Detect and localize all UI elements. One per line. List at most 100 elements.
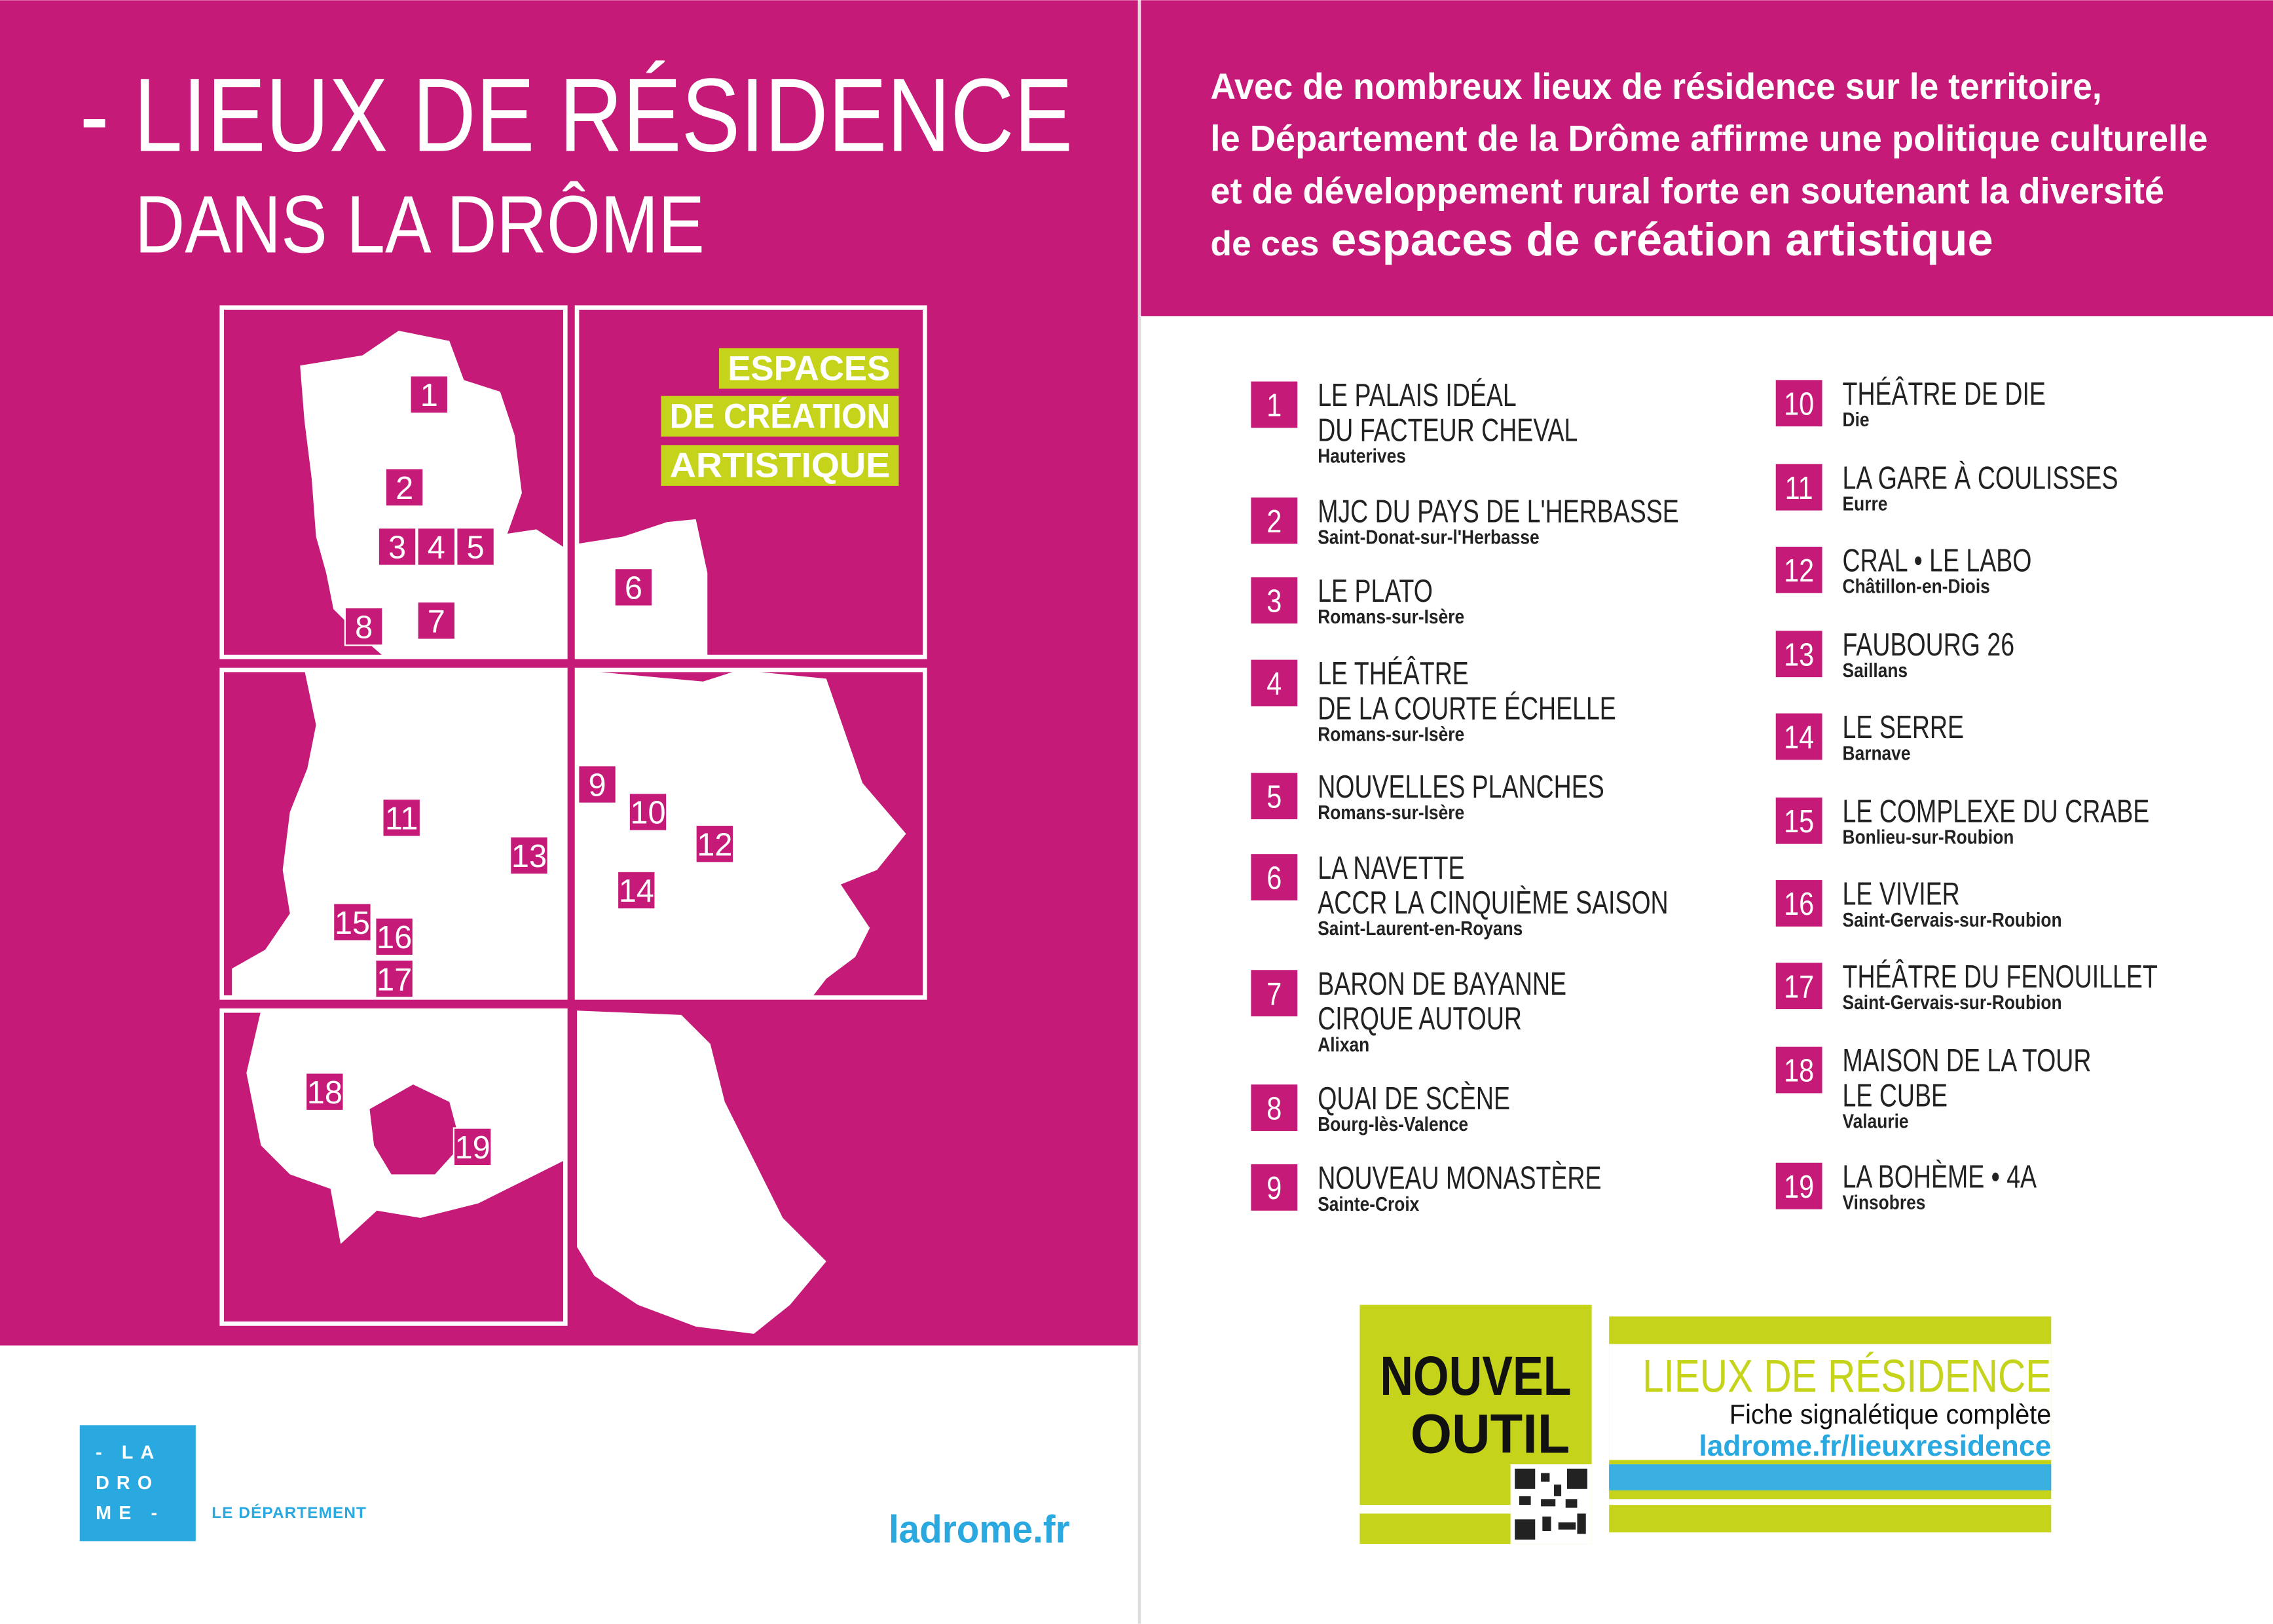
grid-cell	[219, 305, 568, 659]
intro-line: Avec de nombreux lieux de résidence sur …	[1210, 66, 2101, 107]
venue-number: 11	[1785, 470, 1813, 506]
promo-badge-text: NOUVEL	[1380, 1345, 1571, 1407]
venue-name: QUAI DE SCÈNE	[1318, 1080, 1510, 1116]
venue-number-box	[1775, 631, 1822, 678]
venue-town: Châtillon-en-Diois	[1843, 576, 1990, 598]
intro-line: et de développement rural forte en soute…	[1210, 170, 2164, 211]
venue-name: DU FACTEUR CHEVAL	[1318, 413, 1578, 449]
venue-town: Romans-sur-Isère	[1318, 606, 1464, 628]
venue-name: LE PLATO	[1318, 574, 1433, 609]
venue-number: 4	[1266, 666, 1282, 702]
map-label-text: ARTISTIQUE	[670, 447, 890, 485]
venue-number: 19	[1784, 1169, 1814, 1205]
venue-town: Sainte-Croix	[1318, 1193, 1419, 1215]
venue-town: Barnave	[1843, 742, 1911, 764]
venue-name: BARON DE BAYANNE	[1318, 967, 1566, 1002]
venue-town: Hauterives	[1318, 445, 1406, 468]
venue-town: Eurre	[1843, 493, 1888, 515]
map-area	[577, 670, 906, 998]
venue-name: LE THÉÂTRE	[1318, 655, 1469, 692]
venue-name: NOUVELLES PLANCHES	[1318, 769, 1604, 805]
venue-number: 17	[1784, 969, 1814, 1005]
venue-number-box	[1775, 380, 1822, 427]
map-marker-number: 19	[455, 1130, 490, 1166]
logo-line: - LA	[96, 1442, 161, 1463]
promo-url[interactable]: ladrome.fr/lieuxresidence	[1699, 1430, 2051, 1462]
map-marker	[416, 600, 456, 640]
venue-number: 2	[1266, 504, 1282, 540]
venue-number-box	[1251, 577, 1298, 624]
venue-number: 9	[1266, 1170, 1282, 1206]
map-marker	[616, 870, 656, 910]
logo-line: ME -	[96, 1503, 164, 1524]
map-marker	[384, 468, 424, 507]
map-marker-number: 8	[355, 610, 373, 645]
map-marker	[628, 792, 668, 832]
venue-number-box	[1775, 713, 1822, 760]
venue-name: LE SERRE	[1843, 710, 1964, 746]
venue-town: Die	[1843, 409, 1870, 431]
map-marker-number: 12	[697, 827, 732, 862]
logo-line: DRO	[96, 1473, 159, 1494]
venue-number: 5	[1266, 779, 1282, 815]
venue-name: FAUBOURG 26	[1843, 627, 2015, 663]
venue-number-box	[1251, 1164, 1298, 1211]
map-marker	[578, 765, 617, 804]
venue-name: LA BOHÈME • 4A	[1843, 1159, 2037, 1195]
venue-number-box	[1775, 1046, 1822, 1094]
map-label-text: ESPACES	[728, 349, 890, 388]
map-marker	[416, 527, 456, 566]
venue-name: MJC DU PAYS DE L'HERBASSE	[1318, 494, 1679, 530]
venue-town: Bonlieu-sur-Roubion	[1843, 826, 2014, 849]
venue-name: LA NAVETTE	[1318, 851, 1464, 886]
map-marker-number: 4	[428, 530, 445, 566]
promo-subtitle: Fiche signalétique complète	[1729, 1399, 2051, 1430]
promo-stripe	[1359, 1505, 1511, 1514]
map-marker	[377, 527, 417, 566]
map-marker	[695, 824, 735, 864]
right-pink-panel	[1141, 0, 2273, 316]
map-label-bg	[661, 445, 899, 486]
grid-cell	[574, 667, 927, 1000]
venue-town: Saillans	[1843, 659, 1908, 682]
map-marker	[344, 606, 384, 646]
venue-number-box	[1775, 797, 1822, 844]
venue-number: 16	[1784, 886, 1814, 922]
map-area	[300, 331, 566, 657]
map-label-bg	[661, 396, 899, 437]
website[interactable]: ladrome.fr	[889, 1507, 1070, 1551]
venue-number-box	[1251, 970, 1298, 1017]
map-marker-number: 13	[511, 839, 547, 874]
map-label-text: DE CRÉATION	[670, 396, 890, 435]
venue-number: 14	[1784, 719, 1814, 755]
venue-item: 15 LE COMPLEXE DU CRABEBonlieu-sur-Roubio…	[1775, 794, 2149, 849]
venue-number: 7	[1266, 976, 1282, 1012]
map-marker	[409, 375, 449, 415]
venue-town: Saint-Gervais-sur-Roubion	[1843, 991, 2062, 1014]
venue-number-box	[1251, 659, 1298, 707]
venue-number-box	[1251, 854, 1298, 901]
venue-name: CIRQUE AUTOUR	[1318, 1001, 1522, 1037]
venue-number: 8	[1266, 1090, 1282, 1126]
map-marker	[375, 917, 414, 957]
venue-name: ACCR LA CINQUIÈME SAISON	[1318, 885, 1668, 921]
venue-number-box	[1775, 546, 1822, 593]
venue-town: Romans-sur-Isère	[1318, 802, 1464, 824]
venue-number: 1	[1266, 387, 1282, 423]
map-marker	[375, 959, 414, 999]
map-marker	[509, 836, 549, 876]
promo-stripe	[1609, 1464, 2052, 1490]
map-marker-number: 1	[420, 378, 438, 413]
map-label: ESPACES DE CRÉATION ARTISTIQUE	[661, 348, 899, 486]
map-marker	[453, 1127, 492, 1167]
